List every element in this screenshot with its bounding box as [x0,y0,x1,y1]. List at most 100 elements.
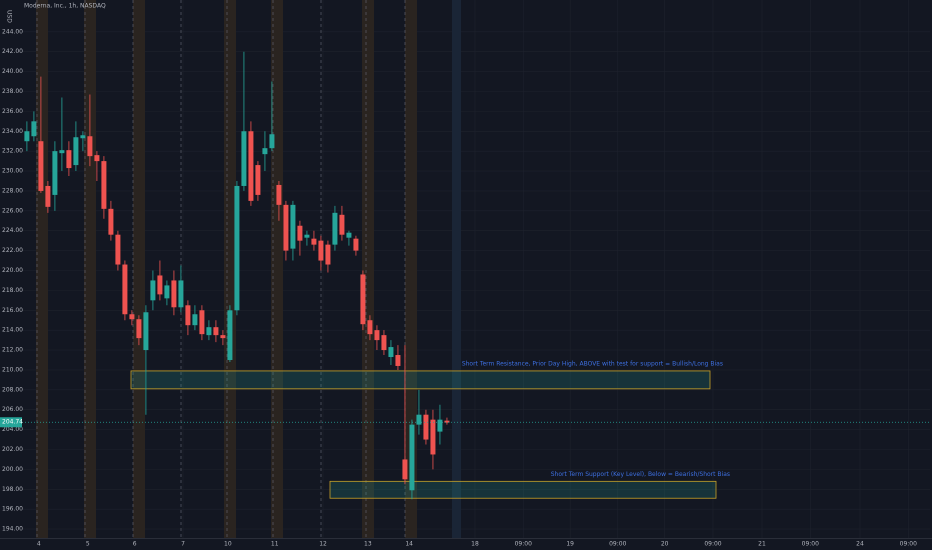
y-tick-label: 210.00 [2,366,23,373]
candle-body [157,275,163,295]
x-tick-label: 20 [661,541,669,548]
candle-body [24,131,30,142]
candle-body [73,137,79,166]
zone [130,370,711,390]
x-tick-label: 21 [758,541,766,548]
candle-body [346,232,352,238]
x-tick-label: 09:00 [802,541,819,548]
zone-label: Short Term Support (Key Level), Below = … [551,471,730,478]
candle-body [108,208,114,235]
candle-body [164,285,170,299]
candle-body [87,136,93,157]
x-tick-label: 12 [319,541,327,548]
candle-body [213,327,219,336]
x-tick-label: 24 [856,541,864,548]
candle-body [388,347,394,358]
candle-body [255,165,261,195]
candle-body [45,185,51,207]
candle-body [80,135,86,139]
x-tick-label: 5 [86,541,90,548]
candle-body [374,330,380,341]
y-tick-label: 204.00 [2,426,23,433]
candle-body [129,314,135,320]
session-band [84,0,96,538]
session-band [362,0,374,538]
zone-label: Short Term Resistance, Prior Day High, A… [462,360,723,367]
y-tick-label: 220.00 [2,267,23,274]
session-band [36,0,48,538]
candle-body [416,414,422,425]
candle-body [52,151,58,195]
candle-body [360,274,366,325]
candle-body [122,264,128,315]
y-tick-label: 224.00 [2,227,23,234]
candle-body [66,150,72,169]
candle-body [402,459,408,480]
x-tick-label: 10 [224,541,232,548]
candle-body [150,280,156,301]
x-tick-label: 6 [133,541,137,548]
y-tick-label: 194.00 [2,526,23,533]
y-tick-label: 206.00 [2,406,23,413]
currency-label: USD [6,10,13,23]
y-tick-label: 214.00 [2,327,23,334]
candle-body [31,121,37,137]
candle-body [304,234,310,238]
x-tick-label: 09:00 [900,541,917,548]
y-tick-label: 208.00 [2,386,23,393]
y-tick-label: 238.00 [2,88,23,95]
candle-body [283,204,289,251]
zone [329,480,717,499]
candle-body [437,419,443,432]
x-tick-label: 09:00 [609,541,626,548]
y-tick-label: 228.00 [2,187,23,194]
candle-body [325,244,331,265]
x-tick-label: 4 [37,541,41,548]
grid [22,0,930,538]
x-tick-label: 14 [405,541,413,548]
y-tick-label: 240.00 [2,68,23,75]
session-band [133,0,145,538]
candle-body [430,419,436,455]
candle-body [227,310,233,360]
candle-body [171,280,177,308]
candle-body [262,148,268,155]
chart-title: Moderna, Inc., 1h, NASDAQ [24,3,106,10]
candle-body [115,234,121,265]
y-tick-label: 234.00 [2,128,23,135]
candle-body [143,312,149,351]
y-tick-label: 232.00 [2,148,23,155]
y-tick-label: 216.00 [2,307,23,314]
candle-body [409,424,415,491]
candle-body [395,355,401,366]
candle-body [94,155,100,162]
x-tick-label: 13 [364,541,372,548]
y-tick-label: 212.00 [2,347,23,354]
candle-body [367,320,373,335]
candle-body [206,327,212,336]
y-tick-label: 236.00 [2,108,23,115]
session-band [452,0,461,538]
y-tick-label: 230.00 [2,168,23,175]
session-band [224,0,236,538]
y-tick-label: 198.00 [2,486,23,493]
candle-body [101,161,107,209]
y-tick-label: 218.00 [2,287,23,294]
candle-body [353,238,359,251]
session-shading [36,0,461,538]
price-label-box [0,417,22,428]
candle-body [199,310,205,335]
x-tick-label: 11 [271,541,279,548]
candle-body [276,184,282,205]
x-tick-label: 7 [181,541,185,548]
x-tick-label: 18 [471,541,479,548]
candle-body [318,240,324,261]
candle-body [423,414,429,440]
x-tick-label: 09:00 [515,541,532,548]
y-tick-label: 202.00 [2,446,23,453]
x-tick-label: 19 [566,541,574,548]
price-label: 204.74 [2,419,23,426]
candle-body [220,335,226,339]
